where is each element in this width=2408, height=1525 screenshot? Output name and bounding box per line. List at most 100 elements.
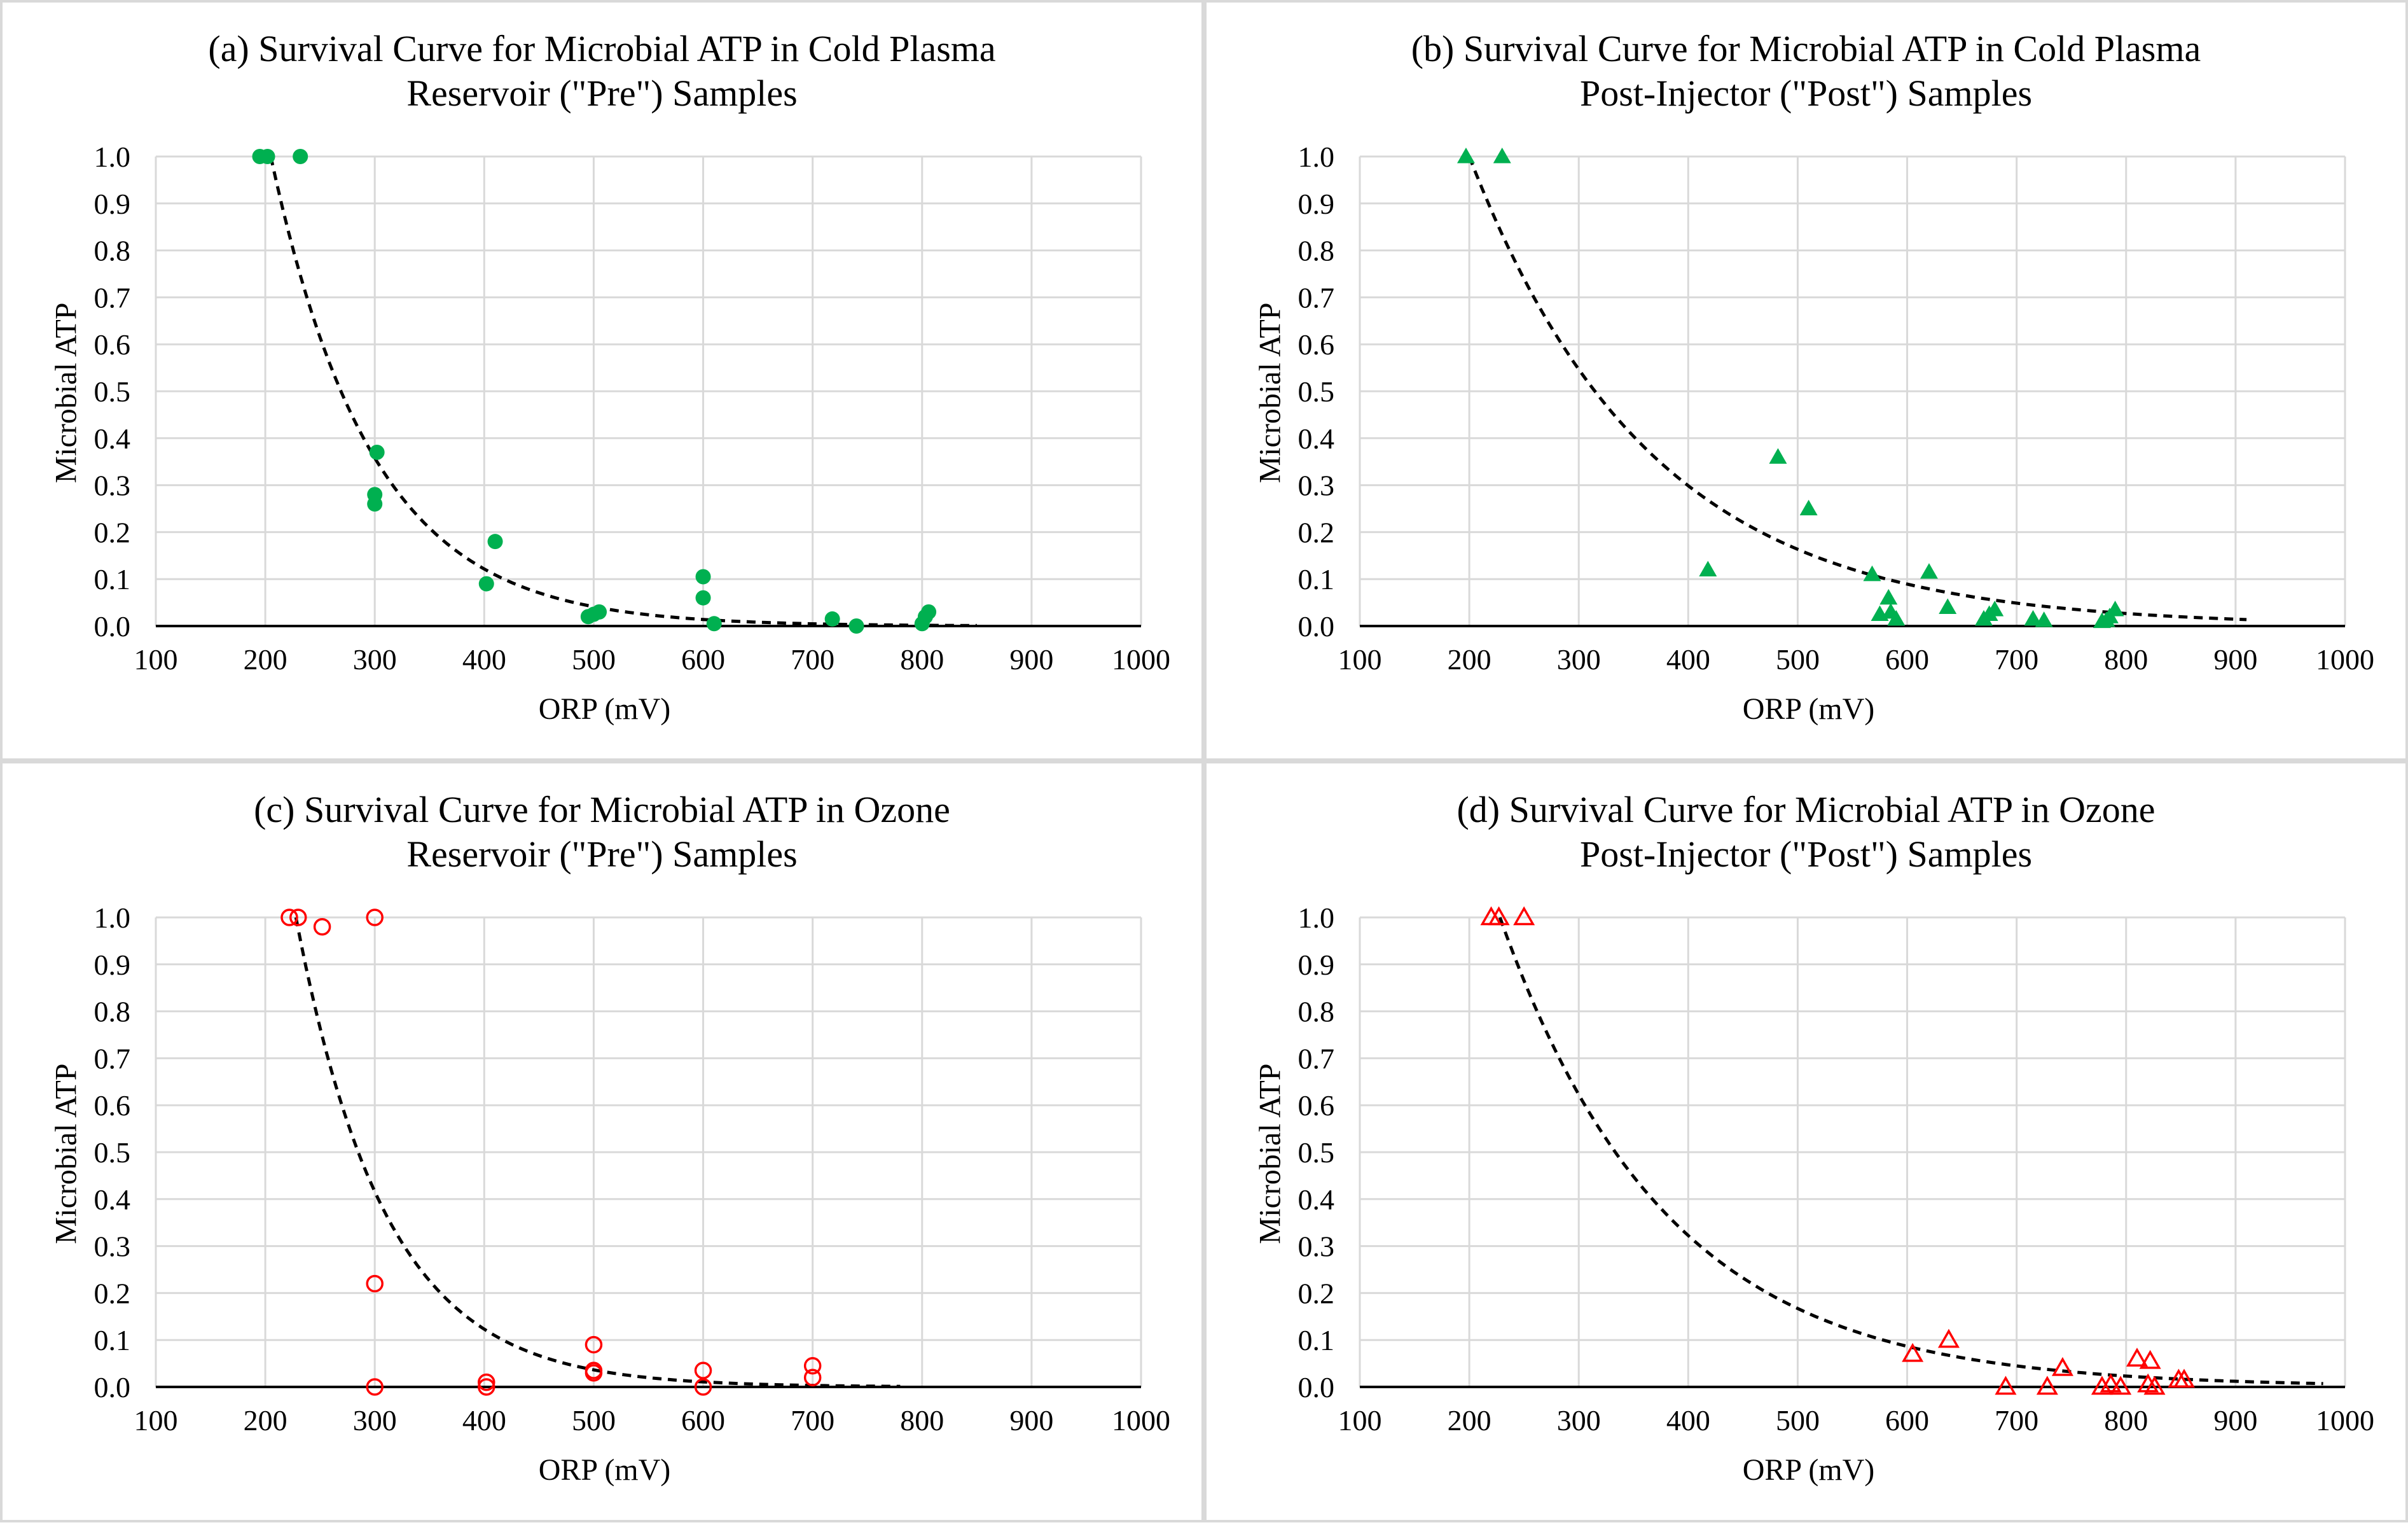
x-axis-label: ORP (mV)	[1742, 1453, 1875, 1487]
x-tick-label: 500	[572, 643, 616, 676]
x-tick-label: 600	[1885, 1404, 1929, 1437]
data-point	[478, 1378, 495, 1396]
x-axis-label: ORP (mV)	[538, 692, 671, 726]
data-point	[706, 616, 722, 632]
y-tick-label: 0.8	[1298, 235, 1335, 267]
y-tick-label: 0.1	[1298, 1324, 1335, 1356]
y-tick-label: 0.4	[1298, 422, 1335, 455]
chart-title-line2: Reservoir ("Pre") Samples	[406, 73, 798, 114]
data-point	[313, 918, 331, 936]
data-point	[921, 604, 937, 620]
data-point	[366, 1274, 384, 1293]
y-tick-label: 0.0	[94, 610, 131, 643]
y-tick-label: 0.9	[1298, 188, 1335, 220]
trendline	[1467, 156, 2247, 622]
data-point	[367, 496, 383, 512]
data-point	[694, 1378, 712, 1396]
chart-title-line1: (b) Survival Curve for Microbial ATP in …	[1411, 28, 2201, 69]
data-point	[369, 444, 385, 460]
y-tick-label: 0.5	[1298, 1136, 1335, 1169]
data-point	[1863, 565, 1881, 581]
chart-panel-c: (c) Survival Curve for Microbial ATP in …	[0, 761, 1204, 1522]
y-tick-label: 0.3	[1298, 470, 1335, 502]
y-tick-label: 0.6	[1298, 1089, 1335, 1122]
chart-panel-a: (a) Survival Curve for Microbial ATP in …	[0, 0, 1204, 761]
y-tick-label: 0.7	[94, 281, 131, 314]
x-tick-label: 1000	[2316, 1404, 2374, 1437]
data-point	[694, 1361, 712, 1379]
x-tick-label: 700	[791, 1404, 834, 1437]
chart-title-line1: (c) Survival Curve for Microbial ATP in …	[254, 789, 950, 830]
chart-panel-b: (b) Survival Curve for Microbial ATP in …	[1204, 0, 2408, 761]
data-point	[2110, 1375, 2132, 1395]
x-tick-label: 200	[244, 643, 287, 676]
data-point	[1488, 906, 1510, 926]
x-tick-label: 300	[1557, 1404, 1601, 1437]
data-point	[1699, 561, 1717, 576]
chart-title-line1: (a) Survival Curve for Microbial ATP in …	[208, 28, 996, 69]
y-tick-label: 1.0	[1298, 902, 1335, 934]
y-tick-label: 0.8	[1298, 996, 1335, 1028]
data-point	[2100, 1373, 2122, 1393]
data-point	[2139, 1349, 2161, 1369]
data-point	[478, 576, 494, 592]
x-tick-label: 100	[1338, 1404, 1382, 1437]
x-tick-label: 800	[2104, 1404, 2148, 1437]
x-tick-label: 400	[462, 643, 506, 676]
trendline	[294, 917, 901, 1388]
x-tick-label: 200	[1448, 1404, 1491, 1437]
chart-panel-d: (d) Survival Curve for Microbial ATP in …	[1204, 761, 2408, 1522]
x-tick-label: 700	[1995, 643, 2038, 676]
y-tick-label: 0.0	[1298, 610, 1335, 643]
x-tick-label: 800	[2104, 643, 2148, 676]
data-point	[2024, 609, 2042, 626]
data-point	[366, 909, 384, 926]
y-tick-label: 0.6	[1298, 328, 1335, 361]
y-tick-label: 0.8	[94, 235, 131, 267]
y-tick-label: 0.2	[1298, 1277, 1335, 1309]
x-tick-label: 900	[2213, 643, 2257, 676]
data-point	[695, 569, 711, 585]
data-point	[2143, 1375, 2166, 1395]
x-tick-label: 1000	[1112, 643, 1170, 676]
data-point	[293, 149, 308, 164]
x-tick-label: 300	[353, 643, 397, 676]
y-tick-label: 0.3	[94, 1230, 131, 1263]
y-tick-label: 0.0	[94, 1371, 131, 1403]
x-tick-label: 300	[353, 1404, 397, 1437]
y-tick-label: 0.5	[94, 375, 131, 408]
data-point	[366, 1378, 384, 1396]
chart-title-line1: (d) Survival Curve for Microbial ATP in …	[1457, 789, 2155, 830]
data-point	[1457, 148, 1475, 164]
data-point	[848, 618, 864, 634]
data-point	[2091, 1375, 2113, 1395]
x-tick-label: 500	[572, 1404, 616, 1437]
x-tick-label: 500	[1776, 1404, 1820, 1437]
x-tick-label: 1000	[2316, 643, 2374, 676]
x-tick-label: 700	[791, 643, 834, 676]
x-tick-label: 100	[1338, 643, 1382, 676]
data-point	[1887, 609, 1906, 626]
y-tick-label: 0.1	[1298, 563, 1335, 595]
y-tick-label: 0.2	[94, 516, 131, 548]
data-point	[803, 1357, 822, 1375]
x-tick-label: 200	[244, 1404, 287, 1437]
y-tick-label: 0.7	[1298, 1042, 1335, 1075]
x-tick-label: 900	[1009, 643, 1053, 676]
data-point	[259, 149, 275, 164]
y-tick-label: 0.9	[94, 949, 131, 981]
data-point	[1769, 448, 1787, 464]
data-point	[1939, 598, 1957, 614]
data-point	[1986, 601, 2004, 616]
y-tick-label: 0.9	[94, 188, 131, 220]
x-tick-label: 700	[1995, 1404, 2038, 1437]
y-tick-label: 1.0	[1298, 141, 1335, 173]
data-point	[1799, 499, 1818, 515]
y-tick-label: 0.2	[1298, 516, 1335, 548]
plot-area: 100 200 300 400 500 600 700 800 900 1000 0.0 0.1 0.2…	[1298, 141, 2375, 676]
x-tick-label: 800	[900, 643, 944, 676]
plot-area: 100 200 300 400 500 600 700 800 900 1000 0.0 0.1 0.2…	[94, 902, 1171, 1437]
x-tick-label: 600	[681, 1404, 725, 1437]
x-tick-label: 400	[1666, 643, 1710, 676]
